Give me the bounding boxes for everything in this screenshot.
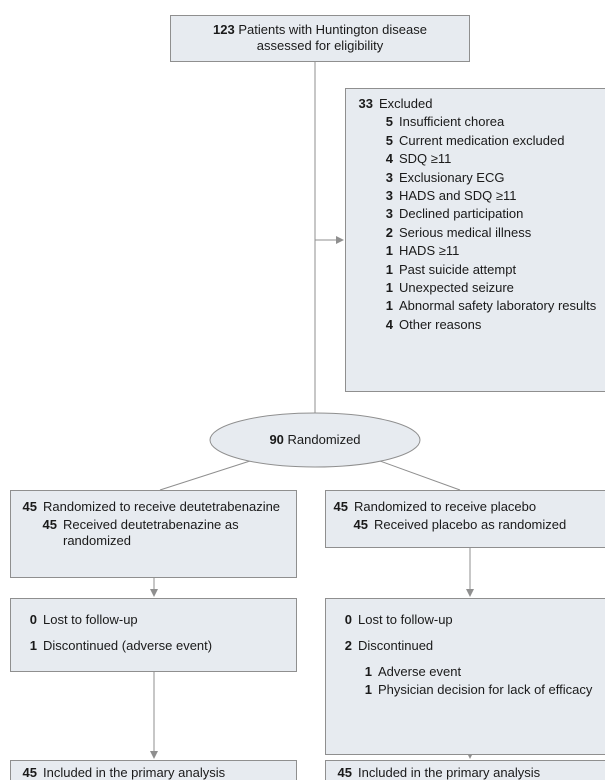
label: Received placebo as randomized — [374, 517, 567, 533]
count: 1 — [385, 298, 393, 314]
allocation-box: 45 Randomized to receive deutetrabenazine… — [10, 490, 297, 578]
row: 5 Current medication excluded — [371, 133, 602, 149]
count: 1 — [385, 261, 393, 277]
count: 4 — [385, 316, 393, 332]
label: Included in the primary analysis — [358, 765, 541, 780]
row: 0 Lost to follow-up — [330, 612, 602, 628]
row: 1 Past suicide attempt — [371, 262, 602, 278]
count: 0 — [344, 612, 352, 627]
enrollment-box: 123 Patients with Huntington disease ass… — [170, 15, 470, 62]
count: 1 — [385, 279, 393, 295]
randomized-text: 90 Randomized — [210, 432, 420, 448]
label: Discontinued (adverse event) — [43, 638, 213, 653]
count: 45 — [22, 765, 37, 780]
branch-line — [159, 460, 251, 491]
count: 2 — [344, 638, 352, 653]
row: 4 Other reasons — [371, 317, 602, 333]
allocation-box: 45 Randomized to receive placebo 45 Receive… — [325, 490, 605, 548]
row: 1 Discontinued (adverse event) — [15, 638, 292, 654]
label: HADS ≥11 — [399, 243, 460, 259]
count: 1 — [385, 243, 393, 259]
row: 3 HADS and SDQ ≥11 — [371, 188, 602, 204]
row: 1 Adverse event — [350, 664, 602, 680]
label: Current medication excluded — [399, 132, 565, 148]
row: 5 Insufficient chorea — [371, 114, 602, 130]
analysis-box: 45 Included in the primary analysis — [325, 760, 605, 780]
label: Past suicide attempt — [399, 261, 517, 277]
label: Physician decision for lack of efficacy — [378, 682, 593, 698]
row: 2 Serious medical illness — [371, 225, 602, 241]
row: 45 Included in the primary analysis — [15, 765, 292, 780]
label: Abnormal safety laboratory results — [399, 298, 597, 314]
label: Lost to follow-up — [43, 612, 138, 627]
row: 3 Exclusionary ECG — [371, 170, 602, 186]
count: 1 — [29, 638, 37, 653]
count: 45 — [333, 499, 348, 514]
label: Received deutetrabenazine as randomized — [63, 517, 239, 549]
label: Discontinued — [358, 638, 434, 653]
label: Unexpected seizure — [399, 279, 514, 295]
label: Adverse event — [378, 664, 462, 679]
count: 123 — [213, 22, 235, 37]
count: 90 — [269, 432, 284, 447]
row: 2 Discontinued — [330, 638, 602, 654]
count: 45 — [42, 517, 57, 533]
label: Randomized — [287, 432, 361, 447]
label: Other reasons — [399, 316, 482, 332]
count: 3 — [385, 206, 393, 222]
branch-line — [379, 460, 461, 491]
row: 0 Lost to follow-up — [15, 612, 292, 628]
count: 5 — [385, 132, 393, 148]
count: 3 — [385, 187, 393, 203]
row: 1 Abnormal safety laboratory results — [371, 298, 602, 314]
label: Serious medical illness — [399, 224, 532, 240]
count: 45 — [22, 499, 37, 514]
label: Randomized to receive placebo — [354, 499, 537, 514]
label: Lost to follow-up — [358, 612, 453, 627]
randomized-ellipse — [209, 412, 421, 468]
label: Excluded — [379, 96, 433, 111]
label: Insufficient chorea — [399, 114, 505, 130]
row: 33 Excluded — [351, 96, 602, 112]
label: HADS and SDQ ≥11 — [399, 187, 517, 203]
count: 0 — [29, 612, 37, 627]
count: 4 — [385, 151, 393, 167]
excluded-box: 33 Excluded 5 Insufficient chorea 5 Current m… — [345, 88, 605, 392]
row: 45 Received deutetrabenazine as randomize… — [35, 517, 292, 549]
count: 1 — [364, 682, 372, 698]
label: SDQ ≥11 — [399, 151, 452, 167]
count: 33 — [358, 96, 373, 111]
count: 1 — [364, 664, 372, 679]
label: Patients with Huntington disease assesse… — [238, 22, 427, 53]
count: 3 — [385, 169, 393, 185]
analysis-box: 45 Included in the primary analysis — [10, 760, 297, 780]
label: Exclusionary ECG — [399, 169, 505, 185]
enrollment-text: 123 Patients with Huntington disease ass… — [191, 22, 449, 54]
row: 45 Randomized to receive deutetrabenazine — [15, 499, 292, 515]
count: 45 — [353, 517, 368, 533]
row: 1 HADS ≥11 — [371, 243, 602, 259]
row: 1 Unexpected seizure — [371, 280, 602, 296]
row: 45 Included in the primary analysis — [330, 765, 602, 780]
count: 45 — [337, 765, 352, 780]
label: Randomized to receive deutetrabenazine — [43, 499, 281, 514]
label: Declined participation — [399, 206, 524, 222]
followup-box: 0 Lost to follow-up 2 Discontinued 1 Adverse … — [325, 598, 605, 755]
row: 45 Received placebo as randomized — [346, 517, 605, 533]
count: 5 — [385, 114, 393, 130]
followup-box: 0 Lost to follow-up 1 Discontinued (adverse… — [10, 598, 297, 672]
row: 4 SDQ ≥11 — [371, 151, 602, 167]
row: 3 Declined participation — [371, 206, 602, 222]
row: 45 Randomized to receive placebo — [326, 499, 605, 515]
count: 2 — [385, 224, 393, 240]
label: Included in the primary analysis — [43, 765, 226, 780]
row: 1 Physician decision for lack of efficacy — [350, 682, 602, 698]
